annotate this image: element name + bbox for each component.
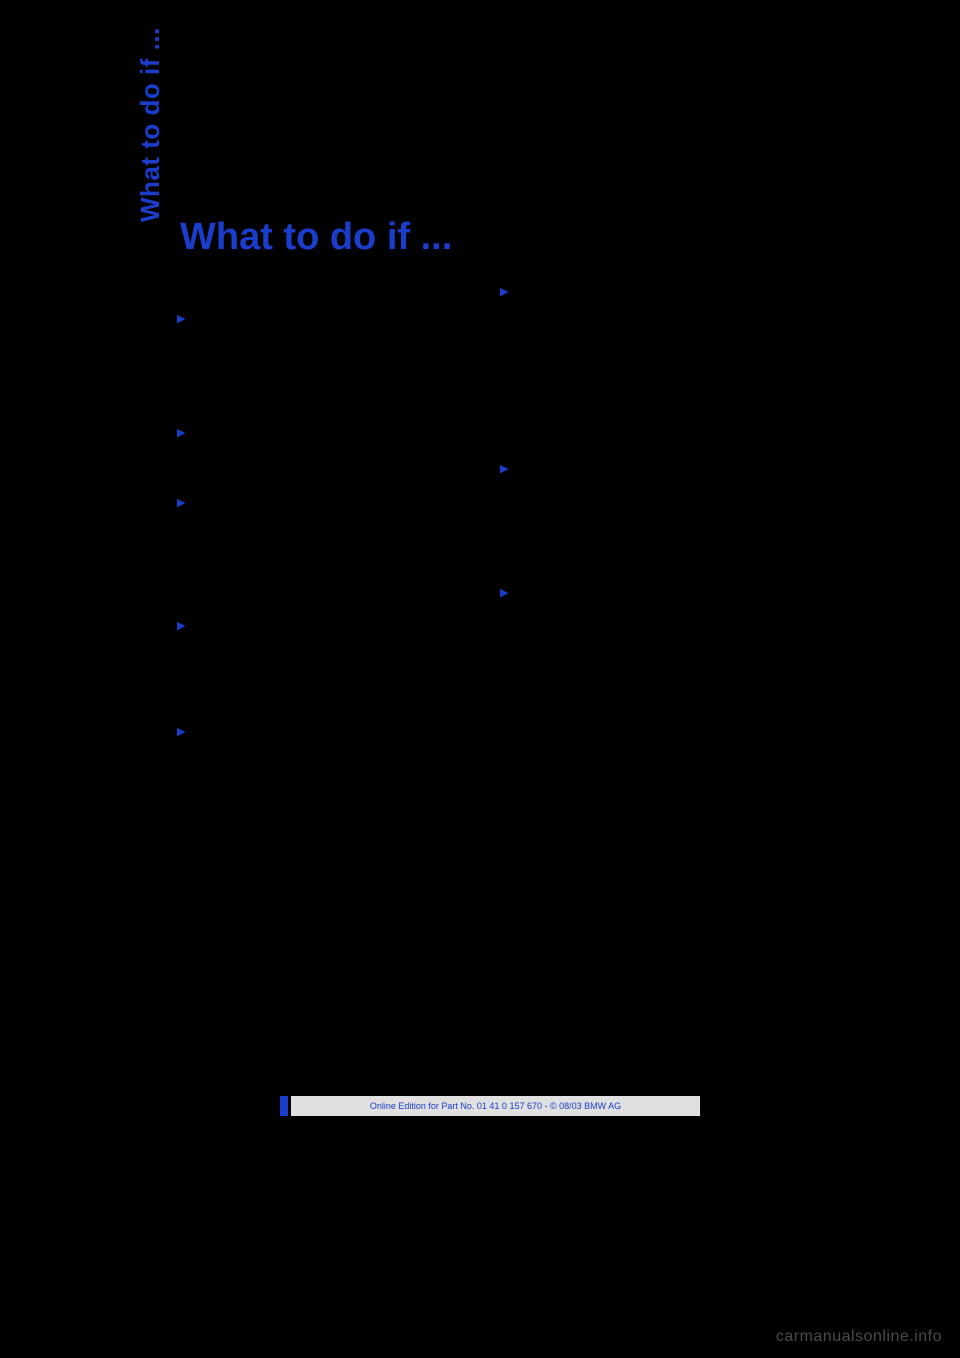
faq-question: ... you cannot open the hardtop after a … (191, 494, 474, 530)
two-column-layout: Electrical system ▶ ... you cannot unloc… (177, 283, 797, 888)
faq-answer: The tailgate is locked and cannot be unl… (194, 334, 474, 406)
faq-item: ▶ ... the electric power windows only wo… (177, 617, 474, 653)
faq-question: ... you cannot unlock the tailgate? (191, 310, 385, 328)
sub-list-item: – Seat and mirror memory, see page 46. (194, 868, 474, 886)
faq-item: ▶ ... you cannot open the hardtop after … (177, 494, 474, 530)
triangle-bullet-icon: ▶ (177, 426, 185, 442)
section-heading-electrical: Electrical system (177, 283, 474, 300)
triangle-bullet-icon: ▶ (177, 496, 185, 530)
triangle-bullet-icon: ▶ (500, 586, 508, 620)
faq-question: ... the electric power windows only work… (191, 617, 474, 653)
sub-list-item: – Formats and units of measure, see page… (194, 848, 474, 866)
faq-answer: Individual settings were lost. Make the … (194, 783, 474, 819)
sidebar-rotated-label: What to do if ... (135, 27, 166, 222)
triangle-bullet-icon: ▶ (177, 619, 185, 653)
faq-item: ▶ ... you cannot unlock the tailgate? (177, 310, 474, 328)
triangle-bullet-icon: ▶ (177, 725, 185, 777)
page-title: What to do if ... (180, 216, 452, 259)
watermark-text: carmanualsonline.info (776, 1328, 942, 1346)
faq-item: ▶ ...comfort access* is no longer workin… (500, 460, 797, 478)
sub-list-text: Formats and units of measure, see page 7… (205, 849, 456, 864)
sub-list-text: Time and date, see pages 75, 76 (205, 830, 395, 845)
left-column: Electrical system ▶ ... you cannot unloc… (177, 283, 474, 888)
faq-answer: Check whether the battery is discharged.… (194, 448, 474, 484)
faq-item: ▶ ... after an interruption in electrica… (177, 723, 474, 777)
faq-item: ▶ ... the remote control no longer works… (177, 424, 474, 442)
faq-question: ...you can no longer move the selector l… (514, 584, 797, 620)
right-column: ▶ ... the turn signal indicators, the lo… (500, 283, 797, 888)
footer-accent-stripe (280, 1096, 288, 1116)
faq-question: ... the turn signal indicators, the lowe… (514, 283, 797, 355)
triangle-bullet-icon: ▶ (500, 285, 508, 355)
faq-question: ...comfort access* is no longer working? (514, 460, 744, 478)
triangle-bullet-icon: ▶ (177, 312, 185, 328)
sub-list-text: Seat and mirror memory, see page 46. (205, 869, 427, 884)
faq-answer: The anti-trapping mechanism is reinitial… (194, 659, 474, 713)
faq-question: ... after an interruption in electrical … (191, 723, 474, 777)
footer-copyright-text: Online Edition for Part No. 01 41 0 157 … (370, 1101, 621, 1111)
footer-bar: Online Edition for Part No. 01 41 0 157 … (280, 1096, 700, 1116)
footer-main-area: Online Edition for Part No. 01 41 0 157 … (291, 1096, 700, 1116)
content-area: Electrical system ▶ ... you cannot unloc… (177, 283, 797, 888)
faq-item: ▶ ... the turn signal indicators, the lo… (500, 283, 797, 355)
triangle-bullet-icon: ▶ (500, 462, 508, 478)
faq-answer: Interference from a center console mobil… (517, 484, 797, 574)
faq-answer: The battery is discharged. Use the emerg… (194, 535, 474, 607)
faq-answer: A comfort access* malfunction. Lock or u… (517, 361, 797, 451)
sub-list-item: – Time and date, see pages 75, 76 (194, 829, 474, 847)
faq-question: ... the remote control no longer works p… (191, 424, 463, 442)
faq-item: ▶ ...you can no longer move the selector… (500, 584, 797, 620)
faq-answer: Check whether the brake pedal is depress… (517, 626, 797, 680)
